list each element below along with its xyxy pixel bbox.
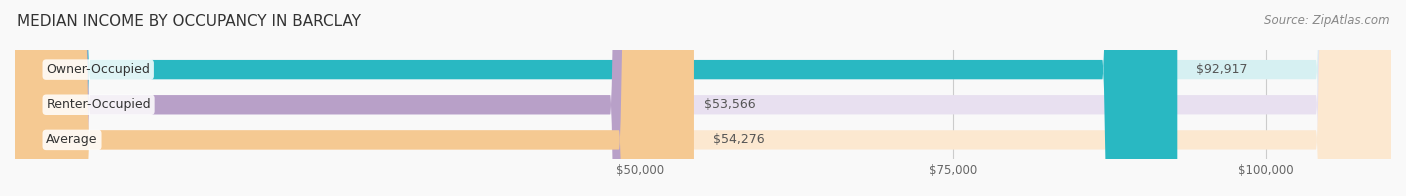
Text: Owner-Occupied: Owner-Occupied bbox=[46, 63, 150, 76]
Text: Average: Average bbox=[46, 133, 98, 146]
Text: $54,276: $54,276 bbox=[713, 133, 765, 146]
FancyBboxPatch shape bbox=[15, 0, 1391, 196]
Text: $53,566: $53,566 bbox=[704, 98, 755, 111]
FancyBboxPatch shape bbox=[15, 0, 695, 196]
FancyBboxPatch shape bbox=[15, 0, 1391, 196]
Text: Renter-Occupied: Renter-Occupied bbox=[46, 98, 150, 111]
FancyBboxPatch shape bbox=[15, 0, 1177, 196]
FancyBboxPatch shape bbox=[15, 0, 685, 196]
FancyBboxPatch shape bbox=[15, 0, 1391, 196]
Text: $92,917: $92,917 bbox=[1197, 63, 1247, 76]
Text: MEDIAN INCOME BY OCCUPANCY IN BARCLAY: MEDIAN INCOME BY OCCUPANCY IN BARCLAY bbox=[17, 14, 361, 29]
Text: Source: ZipAtlas.com: Source: ZipAtlas.com bbox=[1264, 14, 1389, 27]
